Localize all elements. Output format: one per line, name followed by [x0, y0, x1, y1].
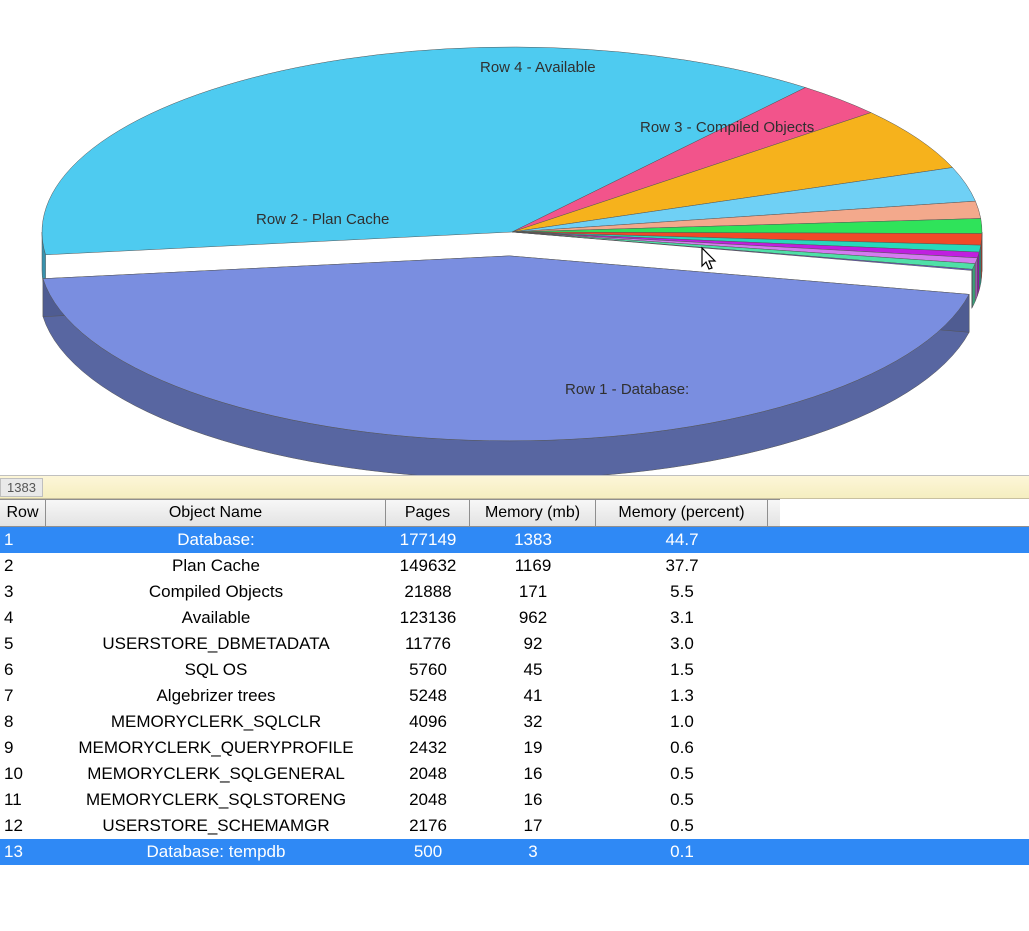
- cell-pct: 0.6: [596, 736, 768, 760]
- table-row[interactable]: 12USERSTORE_SCHEMAMGR2176170.5: [0, 813, 1029, 839]
- cell-pages: 4096: [386, 710, 470, 734]
- cell-pct: 3.1: [596, 606, 768, 630]
- cell-name: USERSTORE_SCHEMAMGR: [46, 814, 386, 838]
- pie-slice-label: Row 2 - Plan Cache: [256, 211, 389, 228]
- column-header-name[interactable]: Object Name: [46, 499, 386, 526]
- cell-pages: 2048: [386, 788, 470, 812]
- cell-mb: 16: [470, 762, 596, 786]
- cell-pages: 2176: [386, 814, 470, 838]
- cell-row: 8: [0, 710, 46, 734]
- cell-name: SQL OS: [46, 658, 386, 682]
- cell-pages: 123136: [386, 606, 470, 630]
- cell-name: Algebrizer trees: [46, 684, 386, 708]
- cell-pct: 0.5: [596, 762, 768, 786]
- cell-pct: 0.5: [596, 788, 768, 812]
- memory-pie-chart[interactable]: Row 1 - Database: Row 2 - Plan Cache Row 4…: [0, 0, 1029, 476]
- cell-pct: 1.3: [596, 684, 768, 708]
- cell-row: 12: [0, 814, 46, 838]
- cell-pct: 44.7: [596, 528, 768, 552]
- table-row[interactable]: 11MEMORYCLERK_SQLSTORENG2048160.5: [0, 787, 1029, 813]
- table-row[interactable]: 1Database:177149138344.7: [0, 527, 1029, 553]
- cell-pct: 0.5: [596, 814, 768, 838]
- cell-pct: 37.7: [596, 554, 768, 578]
- cell-mb: 19: [470, 736, 596, 760]
- cell-row: 6: [0, 658, 46, 682]
- table-row[interactable]: 9MEMORYCLERK_QUERYPROFILE2432190.6: [0, 735, 1029, 761]
- column-header-pct[interactable]: Memory (percent): [596, 499, 768, 526]
- status-bar: 1383: [0, 476, 1029, 499]
- cell-name: Database: tempdb: [46, 840, 386, 864]
- column-header-pages[interactable]: Pages: [386, 499, 470, 526]
- table-row[interactable]: 3Compiled Objects218881715.5: [0, 579, 1029, 605]
- table-row[interactable]: 5USERSTORE_DBMETADATA11776923.0: [0, 631, 1029, 657]
- cell-row: 3: [0, 580, 46, 604]
- cell-name: MEMORYCLERK_SQLGENERAL: [46, 762, 386, 786]
- cell-pages: 11776: [386, 632, 470, 656]
- table-row[interactable]: 7Algebrizer trees5248411.3: [0, 683, 1029, 709]
- cell-pct: 3.0: [596, 632, 768, 656]
- cell-row: 4: [0, 606, 46, 630]
- selected-memory-mb: 1383: [0, 478, 43, 497]
- cell-pages: 2432: [386, 736, 470, 760]
- cell-pages: 177149: [386, 528, 470, 552]
- cell-pct: 1.5: [596, 658, 768, 682]
- cell-mb: 962: [470, 606, 596, 630]
- cursor-icon: [702, 248, 715, 269]
- pie-slice-label: Row 3 - Compiled Objects: [640, 119, 814, 136]
- cell-name: Database:: [46, 528, 386, 552]
- cell-row: 11: [0, 788, 46, 812]
- cell-row: 1: [0, 528, 46, 552]
- cell-name: MEMORYCLERK_SQLCLR: [46, 710, 386, 734]
- cell-row: 13: [0, 840, 46, 864]
- cell-name: Compiled Objects: [46, 580, 386, 604]
- cell-row: 5: [0, 632, 46, 656]
- table-row[interactable]: 4Available1231369623.1: [0, 605, 1029, 631]
- memory-table[interactable]: RowObject NamePagesMemory (mb)Memory (pe…: [0, 499, 1029, 865]
- column-header-mb[interactable]: Memory (mb): [470, 499, 596, 526]
- cell-mb: 17: [470, 814, 596, 838]
- cell-name: MEMORYCLERK_SQLSTORENG: [46, 788, 386, 812]
- cell-mb: 45: [470, 658, 596, 682]
- cell-pct: 5.5: [596, 580, 768, 604]
- cell-mb: 92: [470, 632, 596, 656]
- column-header-row[interactable]: Row: [0, 499, 46, 526]
- cell-name: Plan Cache: [46, 554, 386, 578]
- cell-mb: 16: [470, 788, 596, 812]
- cell-row: 7: [0, 684, 46, 708]
- cell-pages: 5248: [386, 684, 470, 708]
- table-row[interactable]: 10MEMORYCLERK_SQLGENERAL2048160.5: [0, 761, 1029, 787]
- cell-row: 9: [0, 736, 46, 760]
- cell-name: MEMORYCLERK_QUERYPROFILE: [46, 736, 386, 760]
- cell-pages: 500: [386, 840, 470, 864]
- cell-pages: 2048: [386, 762, 470, 786]
- cell-pages: 149632: [386, 554, 470, 578]
- cell-pct: 0.1: [596, 840, 768, 864]
- cell-mb: 3: [470, 840, 596, 864]
- cell-pct: 1.0: [596, 710, 768, 734]
- table-row[interactable]: 13Database: tempdb50030.1: [0, 839, 1029, 865]
- cell-mb: 32: [470, 710, 596, 734]
- pie-slice-label: Row 4 - Available: [480, 59, 596, 76]
- cell-name: USERSTORE_DBMETADATA: [46, 632, 386, 656]
- pie-slice-label: Row 1 - Database:: [565, 381, 689, 398]
- cell-row: 10: [0, 762, 46, 786]
- table-row[interactable]: 8MEMORYCLERK_SQLCLR4096321.0: [0, 709, 1029, 735]
- cell-mb: 1383: [470, 528, 596, 552]
- cell-mb: 171: [470, 580, 596, 604]
- table-row[interactable]: 2Plan Cache149632116937.7: [0, 553, 1029, 579]
- cell-pages: 5760: [386, 658, 470, 682]
- cell-row: 2: [0, 554, 46, 578]
- cell-pages: 21888: [386, 580, 470, 604]
- cell-mb: 1169: [470, 554, 596, 578]
- cell-name: Available: [46, 606, 386, 630]
- cell-mb: 41: [470, 684, 596, 708]
- table-row[interactable]: 6SQL OS5760451.5: [0, 657, 1029, 683]
